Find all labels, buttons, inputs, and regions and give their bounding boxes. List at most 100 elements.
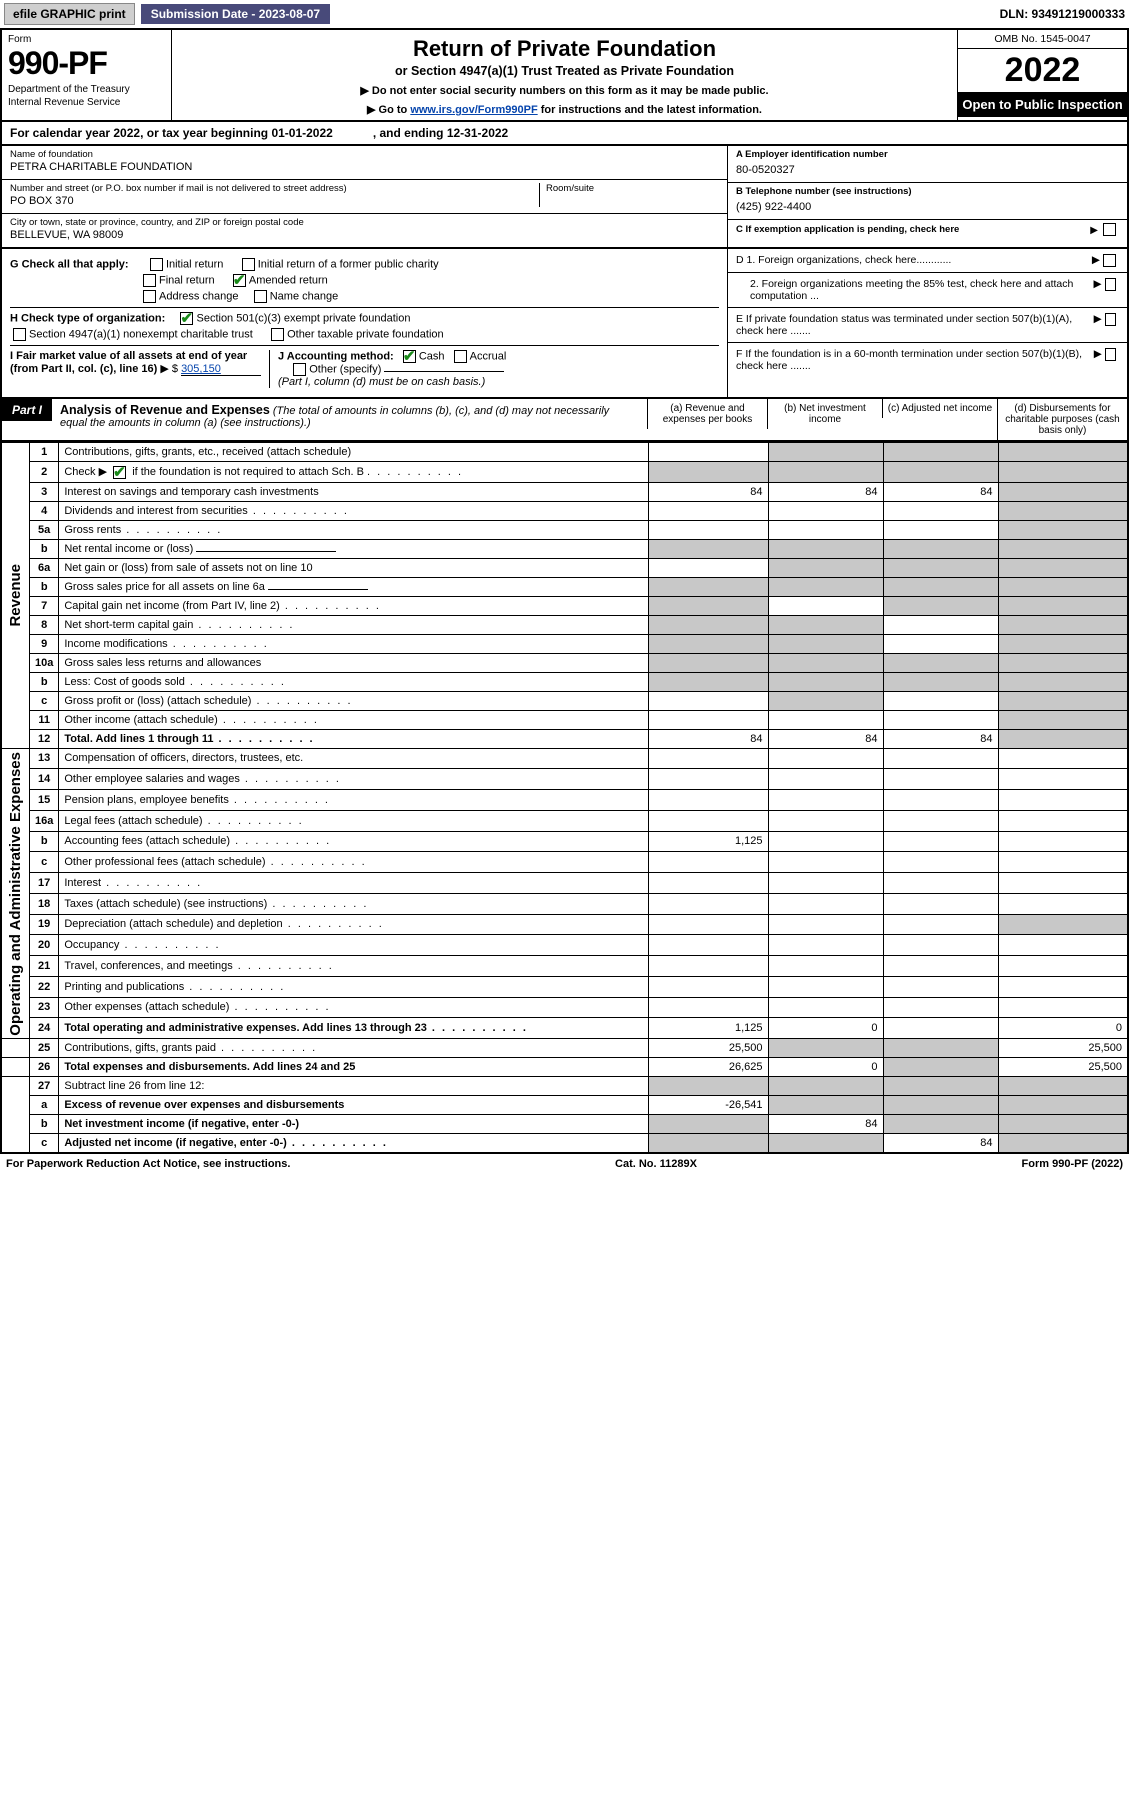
accrual-checkbox[interactable] (454, 350, 467, 363)
addr-change-checkbox[interactable] (143, 290, 156, 303)
line2-desc: Check ▶ if the foundation is not require… (59, 462, 648, 483)
4947-checkbox[interactable] (13, 328, 26, 341)
j-note: (Part I, column (d) must be on cash basi… (278, 376, 719, 388)
table-row: Operating and Administrative Expenses 13… (1, 748, 1128, 769)
line16c-desc: Other professional fees (attach schedule… (59, 852, 648, 873)
e-row: E If private foundation status was termi… (728, 308, 1127, 343)
line24-a: 1,125 (648, 1018, 768, 1039)
address-row: Number and street (or P.O. box number if… (2, 180, 727, 214)
final-return-label: Final return (159, 274, 215, 286)
line26-a: 26,625 (648, 1058, 768, 1077)
form-subtitle: or Section 4947(a)(1) Trust Treated as P… (182, 64, 947, 78)
table-row: 12Total. Add lines 1 through 11 84 84 84 (1, 729, 1128, 748)
phone-row: B Telephone number (see instructions) (4… (728, 183, 1127, 220)
table-row: 26Total expenses and disbursements. Add … (1, 1058, 1128, 1077)
table-row: 10aGross sales less returns and allowanc… (1, 653, 1128, 672)
d1-checkbox[interactable] (1103, 254, 1116, 267)
revenue-side-label: Revenue (7, 564, 24, 627)
phone-label: B Telephone number (see instructions) (736, 186, 1119, 197)
f-checkbox[interactable] (1105, 348, 1116, 361)
table-row: bLess: Cost of goods sold (1, 672, 1128, 691)
line17-desc: Interest (59, 873, 648, 894)
line24-d: 0 (998, 1018, 1128, 1039)
form-word: Form (8, 34, 165, 45)
table-row: 22Printing and publications (1, 976, 1128, 997)
name-label: Name of foundation (10, 149, 719, 160)
f-row: F If the foundation is in a 60-month ter… (728, 343, 1127, 377)
line16a-desc: Legal fees (attach schedule) (59, 810, 648, 831)
name-change-checkbox[interactable] (254, 290, 267, 303)
line8-desc: Net short-term capital gain (59, 615, 648, 634)
addr-change-label: Address change (159, 290, 239, 302)
line3-a: 84 (648, 482, 768, 501)
foundation-name-row: Name of foundation PETRA CHARITABLE FOUN… (2, 146, 727, 180)
table-row: 6aNet gain or (loss) from sale of assets… (1, 558, 1128, 577)
line12-c: 84 (883, 729, 998, 748)
other-method-label: Other (specify) (309, 363, 381, 375)
line3-desc: Interest on savings and temporary cash i… (59, 482, 648, 501)
fmv-link[interactable]: 305,150 (181, 363, 261, 376)
line12-desc: Total. Add lines 1 through 11 (59, 729, 648, 748)
4947-label: Section 4947(a)(1) nonexempt charitable … (29, 328, 253, 340)
col-c-header: (c) Adjusted net income (882, 399, 997, 418)
line27a-a: -26,541 (648, 1096, 768, 1115)
d2-checkbox[interactable] (1105, 278, 1116, 291)
table-row: bNet investment income (if negative, ent… (1, 1115, 1128, 1134)
ein-value: 80-0520327 (736, 164, 1119, 176)
arrow-icon: ▶ (1088, 313, 1102, 325)
tax-year: 2022 (958, 49, 1127, 92)
line6a-desc: Net gain or (loss) from sale of assets n… (59, 558, 648, 577)
line23-desc: Other expenses (attach schedule) (59, 997, 648, 1018)
schB-checkbox[interactable] (113, 466, 126, 479)
table-row: 3Interest on savings and temporary cash … (1, 482, 1128, 501)
city-label: City or town, state or province, country… (10, 217, 719, 228)
omb-number: OMB No. 1545-0047 (958, 30, 1127, 49)
table-row: 14Other employee salaries and wages (1, 769, 1128, 790)
dept-line2: Internal Revenue Service (8, 97, 165, 108)
line12-a: 84 (648, 729, 768, 748)
cal-end: , and ending 12-31-2022 (373, 126, 508, 140)
form-header: Form 990-PF Department of the Treasury I… (0, 30, 1129, 122)
line3-c: 84 (883, 482, 998, 501)
line16b-desc: Accounting fees (attach schedule) (59, 831, 648, 852)
501c3-checkbox[interactable] (180, 312, 193, 325)
line5b-desc: Net rental income or (loss) (59, 539, 648, 558)
amended-return-label: Amended return (249, 274, 328, 286)
table-row: aExcess of revenue over expenses and dis… (1, 1096, 1128, 1115)
dln: DLN: 93491219000333 (1000, 7, 1125, 21)
line26-desc: Total expenses and disbursements. Add li… (59, 1058, 648, 1077)
submission-date: Submission Date - 2023-08-07 (141, 4, 330, 24)
form-instr1: ▶ Do not enter social security numbers o… (182, 84, 947, 97)
instr2-post: for instructions and the latest informat… (538, 104, 762, 116)
final-return-checkbox[interactable] (143, 274, 156, 287)
initial-former-checkbox[interactable] (242, 258, 255, 271)
table-row: bAccounting fees (attach schedule)1,125 (1, 831, 1128, 852)
f-label: F If the foundation is in a 60-month ter… (736, 348, 1088, 372)
table-row: 20Occupancy (1, 935, 1128, 956)
cat-no: Cat. No. 11289X (615, 1158, 697, 1170)
cash-checkbox[interactable] (403, 350, 416, 363)
efile-btn[interactable]: efile GRAPHIC print (4, 3, 135, 25)
g-row3: Address change Name change (10, 290, 719, 303)
amended-return-checkbox[interactable] (233, 274, 246, 287)
other-method-checkbox[interactable] (293, 363, 306, 376)
line1-desc: Contributions, gifts, grants, etc., rece… (59, 443, 648, 462)
exemption-checkbox[interactable] (1103, 223, 1116, 236)
line7-desc: Capital gain net income (from Part IV, l… (59, 596, 648, 615)
table-row: 25Contributions, gifts, grants paid 25,5… (1, 1039, 1128, 1058)
arrow-icon: ▶ (1088, 348, 1102, 360)
exemption-label: C If exemption application is pending, c… (736, 224, 1090, 235)
irs-link[interactable]: www.irs.gov/Form990PF (410, 104, 537, 116)
e-checkbox[interactable] (1105, 313, 1116, 326)
table-row: 23Other expenses (attach schedule) (1, 997, 1128, 1018)
line10c-desc: Gross profit or (loss) (attach schedule) (59, 691, 648, 710)
other-taxable-checkbox[interactable] (271, 328, 284, 341)
table-row: 21Travel, conferences, and meetings (1, 956, 1128, 977)
form-number: 990-PF (8, 45, 165, 82)
city-row: City or town, state or province, country… (2, 214, 727, 247)
phone-value: (425) 922-4400 (736, 201, 1119, 213)
g-row2: Final return Amended return (10, 274, 719, 287)
addr-label: Number and street (or P.O. box number if… (10, 183, 539, 194)
initial-return-checkbox[interactable] (150, 258, 163, 271)
h-label: H Check type of organization: (10, 312, 165, 324)
